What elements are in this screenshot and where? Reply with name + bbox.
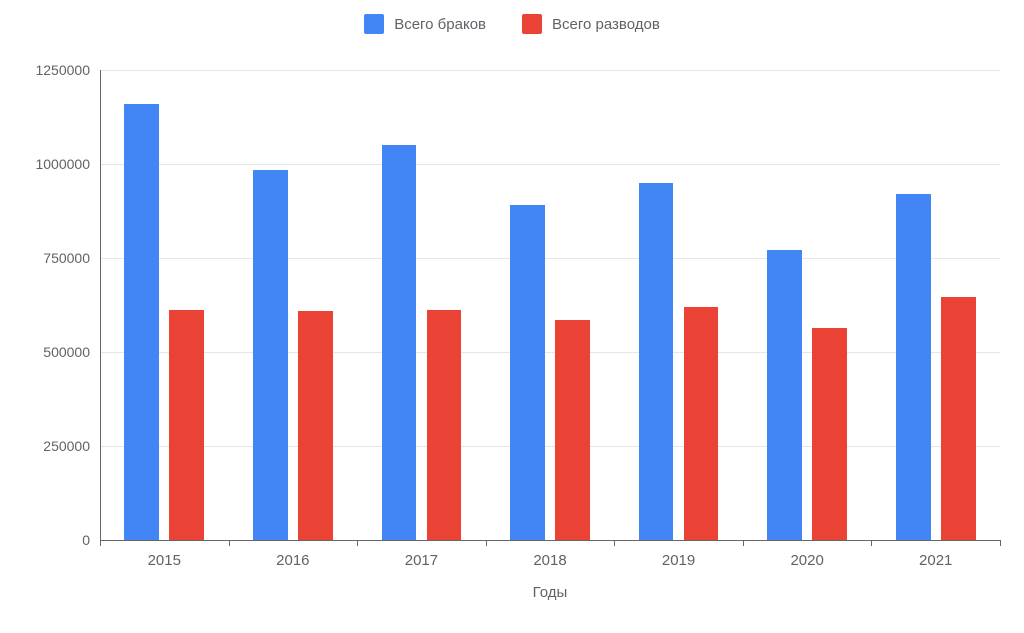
- x-tick-label: 2019: [662, 540, 695, 569]
- x-tick-mark: [100, 540, 101, 546]
- x-tick-mark: [486, 540, 487, 546]
- x-tick-mark: [229, 540, 230, 546]
- bar: [253, 170, 288, 540]
- bar: [639, 183, 674, 540]
- x-tick-mark: [743, 540, 744, 546]
- y-tick-label: 1250000: [35, 62, 100, 78]
- bar: [812, 328, 847, 540]
- y-tick-label: 1000000: [35, 156, 100, 172]
- bar: [941, 297, 976, 540]
- x-tick-label: 2017: [405, 540, 438, 569]
- x-tick-label: 2021: [919, 540, 952, 569]
- bar: [298, 311, 333, 540]
- x-tick-label: 2016: [276, 540, 309, 569]
- bar: [427, 310, 462, 540]
- bar: [896, 194, 931, 540]
- plot-area: Годы 02500005000007500001000000125000020…: [100, 70, 1000, 540]
- legend-item-divorces: Всего разводов: [522, 14, 660, 34]
- x-axis-title: Годы: [533, 584, 568, 601]
- x-tick-mark: [357, 540, 358, 546]
- legend-swatch-marriages: [364, 14, 384, 34]
- x-tick-mark: [614, 540, 615, 546]
- x-tick-label: 2018: [533, 540, 566, 569]
- y-tick-label: 0: [82, 532, 100, 548]
- y-tick-label: 250000: [43, 438, 100, 454]
- legend-swatch-divorces: [522, 14, 542, 34]
- legend-item-marriages: Всего браков: [364, 14, 486, 34]
- bar: [555, 320, 590, 540]
- bar: [169, 310, 204, 540]
- x-tick-label: 2020: [790, 540, 823, 569]
- legend-label-marriages: Всего браков: [394, 16, 486, 33]
- y-tick-label: 750000: [43, 250, 100, 266]
- x-tick-label: 2015: [148, 540, 181, 569]
- marriage-divorce-chart: Всего браков Всего разводов Годы 0250000…: [0, 0, 1024, 633]
- bar: [510, 205, 545, 540]
- bars-layer: [100, 70, 1000, 540]
- legend-label-divorces: Всего разводов: [552, 16, 660, 33]
- bar: [124, 104, 159, 540]
- bar: [382, 145, 417, 540]
- y-axis-line: [100, 70, 101, 540]
- legend: Всего браков Всего разводов: [0, 14, 1024, 34]
- x-tick-mark: [871, 540, 872, 546]
- y-tick-label: 500000: [43, 344, 100, 360]
- x-tick-mark: [1000, 540, 1001, 546]
- bar: [767, 250, 802, 540]
- bar: [684, 307, 719, 540]
